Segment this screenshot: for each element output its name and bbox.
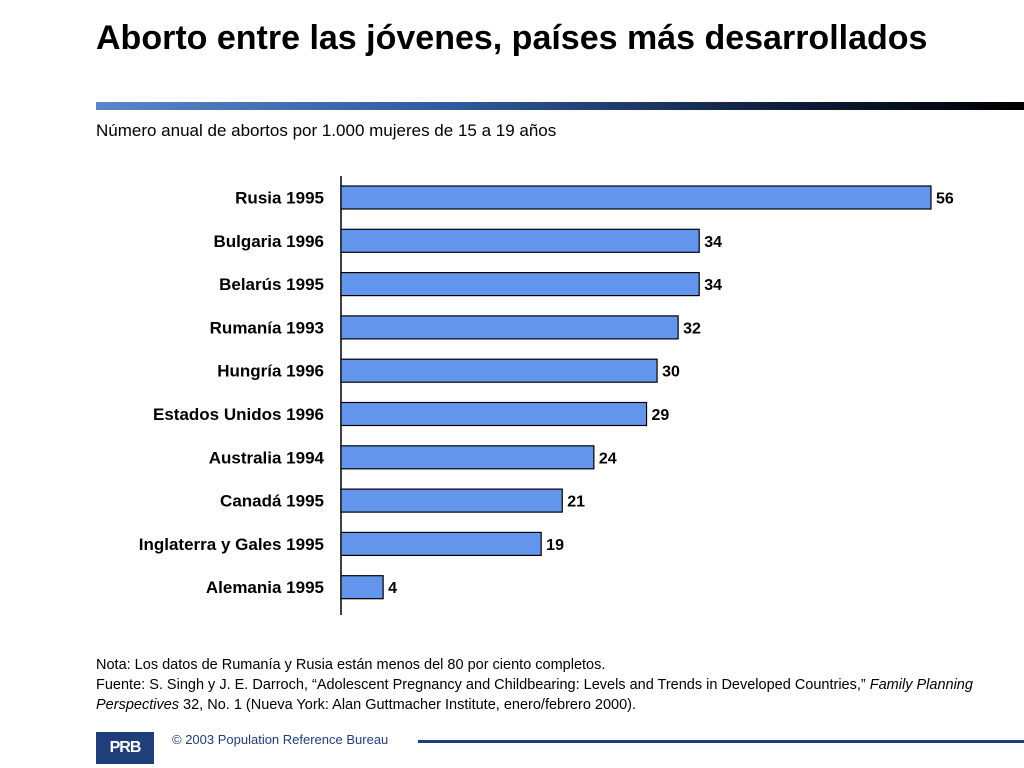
prb-logo: PRB [96,732,154,764]
data-label: 4 [388,580,397,597]
data-label: 34 [704,277,722,294]
bar [340,358,658,383]
data-label: 19 [546,537,564,554]
data-label: 32 [683,320,701,337]
data-label: 24 [599,450,617,467]
bar-chart: Rusia 1995 56 Bulgaria 1996 34 Belarús 1995 3… [139,176,954,615]
category-label: Alemania 1995 [206,578,324,597]
bar [340,488,563,513]
category-label: Estados Unidos 1996 [153,405,324,424]
data-label: 29 [652,407,670,424]
data-label: 34 [704,234,722,251]
chart-subtitle: Número anual de abortos por 1.000 mujere… [96,121,557,140]
source-text: Fuente: S. Singh y J. E. Darroch, “Adole… [96,675,996,715]
page-title: Aborto entre las jóvenes, países más des… [96,19,928,57]
title-divider [96,102,1024,110]
category-label: Hungría 1996 [217,362,324,381]
category-label: Rusia 1995 [235,189,324,208]
data-label: 30 [662,364,680,381]
bar [340,315,679,340]
category-label: Australia 1994 [209,448,325,467]
bar [340,531,542,556]
footer: PRB © 2003 Population Reference Bureau [0,726,1024,764]
source-prefix: Fuente: S. Singh y J. E. Darroch, “Adole… [96,677,870,693]
bar [340,228,700,253]
source-suffix: 32, No. 1 (Nueva York: Alan Guttmacher I… [179,697,637,713]
note-text: Nota: Los datos de Rumanía y Rusia están… [96,657,606,673]
chart-notes: Nota: Los datos de Rumanía y Rusia están… [96,655,996,715]
bar [340,401,648,427]
bar [340,271,700,297]
copyright-text: © 2003 Population Reference Bureau [172,732,389,747]
bar [340,445,595,470]
category-label: Inglaterra y Gales 1995 [139,535,324,554]
category-label: Rumanía 1993 [210,318,324,337]
source-journal: Family Planning Perspectives [96,677,973,713]
category-label: Belarús 1995 [219,275,324,294]
data-label: 21 [567,494,585,511]
category-label: Canadá 1995 [220,492,324,511]
footer-divider [418,740,1024,743]
bar [340,575,384,600]
bar [340,185,932,210]
data-label: 56 [936,191,954,208]
category-label: Bulgaria 1996 [213,232,324,251]
